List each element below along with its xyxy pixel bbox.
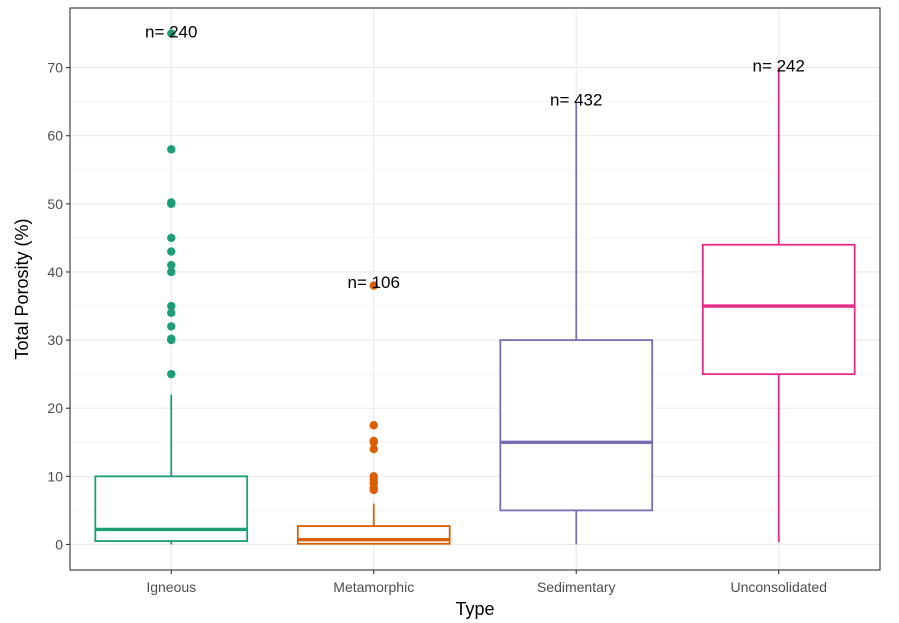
outlier-point [167, 322, 176, 331]
y-tick-label: 50 [47, 196, 63, 212]
box-iqr [701, 243, 856, 376]
box-iqr [499, 339, 654, 512]
boxes [94, 29, 856, 545]
outlier-point [167, 233, 176, 243]
box-metamorphic [296, 281, 451, 545]
outlier-point [167, 29, 176, 38]
box-igneous [94, 29, 249, 545]
x-tick-label: Metamorphic [333, 579, 414, 595]
y-tick-label: 10 [47, 468, 63, 484]
n-labels: n= 240 n= 106 n= 432 n= 242 [145, 23, 805, 293]
box-iqr [94, 475, 249, 542]
n-label: n= 432 [550, 91, 602, 110]
y-axis-title: Total Porosity (%) [12, 218, 32, 359]
outlier-point [167, 334, 176, 343]
panel-border [69, 7, 881, 571]
x-tick-label: Sedimentary [537, 579, 616, 595]
axes: 0 10 20 30 40 50 60 70 Igneous Metamorphic Sedimen… [47, 7, 881, 595]
outlier-point [167, 260, 176, 270]
n-label: n= 242 [753, 57, 805, 76]
y-tick-label: 0 [55, 536, 63, 552]
outlier-point [167, 308, 176, 318]
outlier-point [167, 247, 176, 256]
y-tick-label: 20 [47, 400, 63, 416]
outlier-point [369, 436, 378, 446]
outlier-point [167, 145, 176, 154]
x-tick-label: Unconsolidated [730, 579, 827, 595]
y-tick-label: 60 [47, 128, 63, 144]
x-tick-label: Igneous [146, 579, 196, 595]
y-tick-label: 30 [47, 332, 63, 348]
outlier-point [369, 421, 378, 430]
outlier-point [369, 444, 378, 454]
box-unconsolidated [701, 67, 856, 543]
box-sedimentary [499, 101, 654, 545]
x-axis-title: Type [455, 599, 494, 619]
outlier-point [369, 281, 378, 290]
y-tick-label: 70 [47, 60, 63, 76]
y-tick-label: 40 [47, 264, 63, 280]
n-label: n= 240 [145, 23, 197, 42]
n-label: n= 106 [348, 273, 400, 292]
outlier-point [369, 472, 378, 481]
outlier-point [167, 369, 176, 379]
outlier-point [167, 267, 176, 277]
outlier-point [167, 198, 176, 207]
outlier-point [167, 301, 176, 311]
